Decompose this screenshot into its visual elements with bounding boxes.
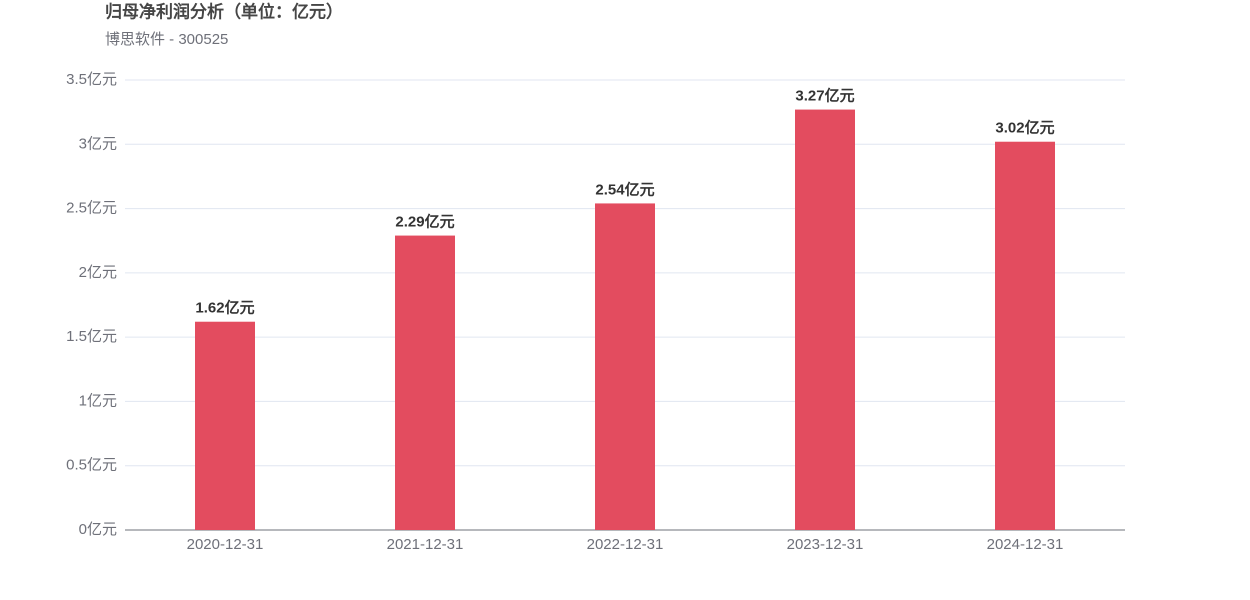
y-tick-label: 2亿元 <box>79 264 117 281</box>
y-tick-label: 3.5亿元 <box>66 71 117 88</box>
x-tick-label: 2023-12-31 <box>787 536 864 553</box>
x-tick-label: 2022-12-31 <box>587 536 664 553</box>
y-tick-label: 0.5亿元 <box>66 457 117 474</box>
y-tick-label: 3亿元 <box>79 135 117 152</box>
value-label: 3.02亿元 <box>995 119 1054 137</box>
chart-title: 归母净利润分析（单位：亿元） <box>105 1 343 21</box>
value-label: 3.27亿元 <box>795 87 854 105</box>
y-tick-label: 1.5亿元 <box>66 328 117 345</box>
y-tick-label: 2.5亿元 <box>66 200 117 217</box>
x-tick-label: 2024-12-31 <box>987 536 1064 553</box>
bar <box>795 109 855 531</box>
x-tick-label: 2021-12-31 <box>387 536 464 553</box>
bar <box>195 321 255 530</box>
x-tick-label: 2020-12-31 <box>187 536 264 553</box>
value-label: 2.54亿元 <box>595 180 654 198</box>
value-label: 2.29亿元 <box>395 213 454 231</box>
y-tick-label: 1亿元 <box>79 392 117 409</box>
y-tick-label: 0亿元 <box>79 521 117 538</box>
value-label: 1.62亿元 <box>195 299 254 317</box>
bar <box>995 141 1055 530</box>
bar <box>395 235 455 531</box>
bar <box>595 203 655 530</box>
chart-subtitle: 博思软件 - 300525 <box>105 31 228 48</box>
